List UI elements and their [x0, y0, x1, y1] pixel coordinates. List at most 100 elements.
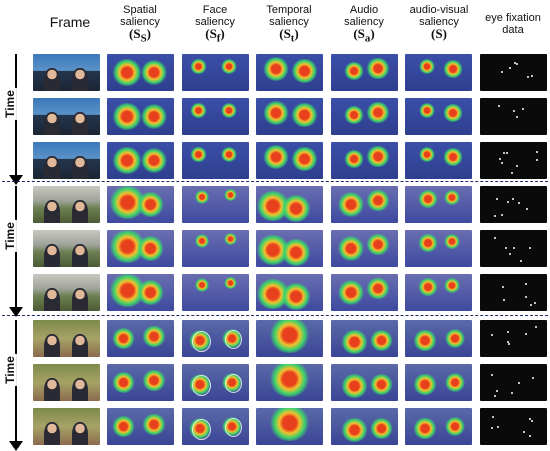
person-silhouette — [71, 156, 88, 179]
heat-blob — [220, 147, 238, 163]
temporal-saliency-map — [256, 274, 323, 311]
heat-blob — [140, 148, 168, 173]
face-saliency-map — [182, 320, 249, 357]
header-frame: Frame — [49, 14, 91, 30]
person-silhouette — [71, 422, 88, 445]
face-ellipse — [191, 330, 211, 353]
header-eye-fixation: eye fixation data — [478, 12, 548, 36]
fixation-point — [513, 246, 516, 249]
heat-blob — [418, 277, 439, 296]
heat-blob — [445, 417, 466, 436]
heat-blob — [262, 56, 290, 81]
heat-blob — [443, 189, 461, 205]
heat-blob — [418, 147, 436, 163]
person-silhouette — [71, 334, 88, 357]
fixation-point — [498, 158, 501, 161]
fixation-point — [509, 253, 512, 256]
spatial-saliency-map — [107, 364, 174, 401]
fixation-point — [535, 151, 538, 154]
fixation-point — [491, 416, 494, 419]
av-saliency-map — [405, 364, 472, 401]
fixation-point — [502, 285, 505, 288]
fixation-point — [500, 161, 503, 164]
fixation-point — [503, 152, 506, 155]
heat-blob — [344, 149, 365, 168]
header-temporal-line1: Temporal — [266, 4, 312, 16]
video-frame — [33, 320, 100, 357]
spatial-saliency-map — [107, 274, 174, 311]
person-silhouette — [43, 200, 60, 223]
heat-blob — [443, 233, 461, 249]
fixation-point — [526, 76, 529, 79]
person-silhouette — [43, 112, 60, 135]
fixation-point — [524, 332, 527, 335]
heat-blob — [337, 192, 365, 217]
fixation-point — [511, 391, 514, 394]
video-frame — [33, 408, 100, 445]
fixation-point — [512, 197, 515, 200]
fixation-point — [531, 74, 534, 77]
header-temporal-symbol: (St) — [279, 26, 299, 45]
heat-blob — [341, 374, 368, 399]
av-saliency-map — [405, 98, 472, 135]
group-separator — [2, 181, 548, 182]
heat-blob — [290, 146, 318, 171]
person-silhouette — [71, 200, 88, 223]
fixation-point — [506, 340, 509, 343]
person-silhouette — [71, 288, 88, 311]
video-frame — [33, 364, 100, 401]
fixation-point — [490, 427, 493, 430]
heat-blob — [369, 417, 393, 439]
fixation-point — [513, 61, 516, 64]
face-saliency-map — [182, 54, 249, 91]
face-saliency-map — [182, 186, 249, 223]
arrow-down-icon — [9, 441, 23, 451]
header-audio-symbol: (Sa) — [353, 26, 375, 45]
fixation-point — [522, 430, 525, 433]
header-spatial-line2: saliency — [120, 16, 160, 28]
face-saliency-map — [182, 364, 249, 401]
heat-blob — [194, 234, 210, 248]
heat-blob — [344, 61, 365, 80]
heat-blob — [443, 277, 461, 293]
heat-blob — [445, 373, 466, 392]
heat-blob — [269, 364, 310, 397]
fixation-point — [506, 331, 509, 334]
heat-blob — [112, 102, 143, 131]
fixation-point — [517, 381, 520, 384]
fixation-point — [529, 247, 532, 250]
face-ellipse — [191, 418, 211, 441]
fixation-point — [491, 373, 494, 376]
fixation-point — [530, 304, 533, 307]
spatial-saliency-map — [107, 230, 174, 267]
temporal-saliency-map — [256, 54, 323, 91]
heat-blob — [137, 192, 164, 217]
video-frame — [33, 186, 100, 223]
fixation-point — [509, 67, 512, 70]
heat-blob — [269, 408, 310, 441]
eye-fixation-map — [480, 320, 547, 357]
heat-blob — [290, 58, 318, 83]
heat-blob — [137, 280, 164, 305]
face-ellipse — [224, 417, 242, 438]
fixation-point — [529, 418, 532, 421]
person-silhouette — [43, 244, 60, 267]
face-saliency-map — [182, 274, 249, 311]
heat-blob — [142, 414, 166, 436]
audio-saliency-map — [331, 98, 398, 135]
temporal-saliency-map — [256, 98, 323, 135]
heat-blob — [445, 329, 466, 348]
eye-fixation-map — [480, 142, 547, 179]
group-separator — [2, 315, 548, 316]
heat-blob — [112, 327, 136, 350]
header-audio-line1: Audio — [349, 4, 379, 16]
video-frame — [33, 54, 100, 91]
eye-fixation-map — [480, 98, 547, 135]
header-eye-line2: data — [502, 24, 524, 36]
spatial-saliency-map — [107, 142, 174, 179]
fixation-point — [496, 197, 499, 200]
fixation-point — [502, 299, 505, 302]
heat-blob — [220, 59, 238, 75]
heat-blob — [190, 59, 208, 75]
